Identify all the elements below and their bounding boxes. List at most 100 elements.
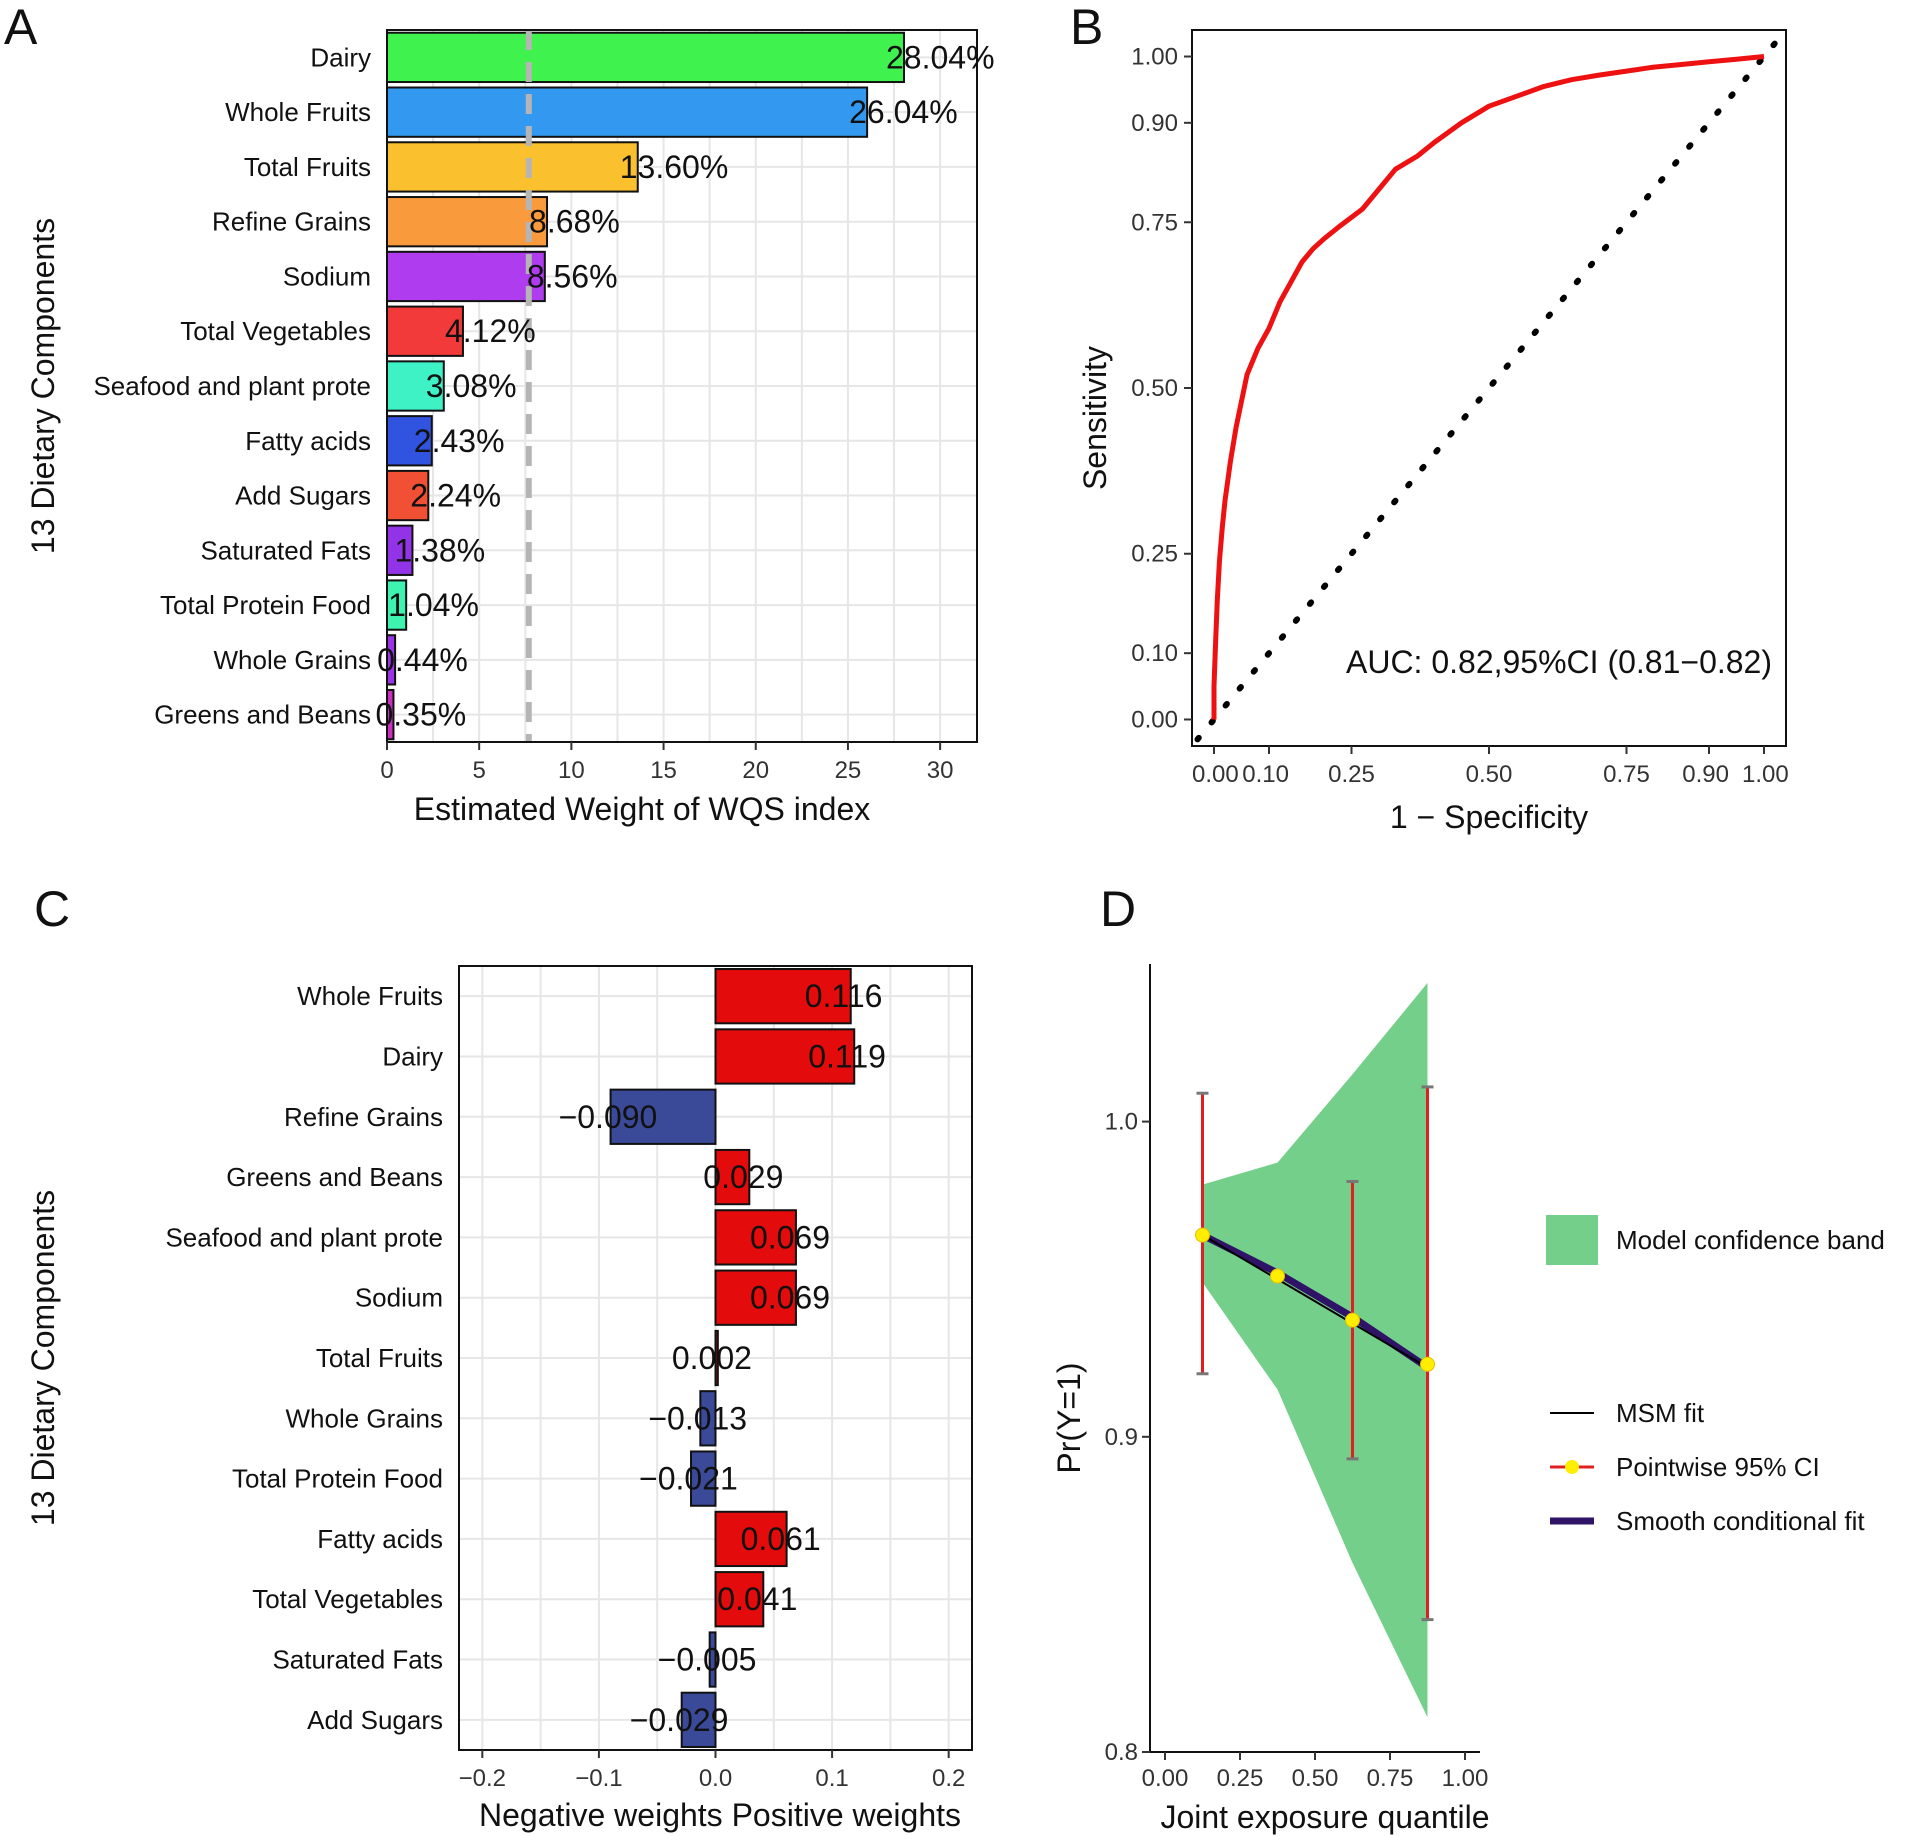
- data-label: −0.005: [658, 1642, 757, 1678]
- data-label: 0.116: [805, 978, 883, 1014]
- category-label: Total Protein Food: [232, 1464, 443, 1494]
- data-label: 4.12%: [445, 313, 536, 349]
- x-axis-title: Estimated Weight of WQS index: [414, 791, 870, 827]
- category-label: Total Vegetables: [252, 1584, 443, 1614]
- category-label: Sodium: [355, 1283, 443, 1313]
- category-label: Total Fruits: [316, 1343, 443, 1373]
- category-label: Fatty acids: [245, 426, 371, 456]
- y-axis-title: 13 Dietary Components: [25, 218, 61, 554]
- legend-label-ci: Pointwise 95% CI: [1616, 1452, 1820, 1482]
- bar: [386, 31, 905, 84]
- bar: [386, 524, 414, 576]
- point-estimate: [1420, 1356, 1435, 1372]
- y-tick-label: 0.50: [1131, 375, 1178, 402]
- data-label: 1.38%: [394, 532, 485, 568]
- smooth-fit-line: [1200, 1231, 1430, 1371]
- x-tick-label: 5: [473, 757, 486, 784]
- x-axis-title: 1 − Specificity: [1390, 799, 1588, 835]
- y-axis-title: Pr(Y=1): [1051, 1362, 1087, 1473]
- auc-annotation: AUC: 0.82,95%CI (0.81−0.82): [1346, 644, 1772, 680]
- y-tick-label: 0.25: [1131, 541, 1178, 568]
- panel-d-letter: D: [1100, 881, 1136, 937]
- confidence-band: [1202, 982, 1428, 1718]
- point-estimate: [1195, 1227, 1210, 1243]
- x-tick-label: 0.25: [1217, 1765, 1264, 1792]
- bar: [714, 1510, 788, 1568]
- legend-key-band: [1546, 1215, 1598, 1265]
- legend-label-band: Model confidence band: [1616, 1225, 1885, 1255]
- bar: [386, 250, 546, 303]
- bar: [714, 1028, 856, 1085]
- panel-c-letter: C: [34, 881, 70, 937]
- panel-b-letter: B: [1070, 0, 1103, 55]
- x-axis-title: Joint exposure quantile: [1160, 1799, 1489, 1835]
- bar: [690, 1450, 717, 1507]
- bar: [386, 305, 464, 357]
- category-label: Saturated Fats: [200, 535, 371, 565]
- bar: [386, 196, 549, 248]
- bar: [714, 1571, 765, 1628]
- data-label: 8.68%: [529, 204, 620, 240]
- category-label: Greens and Beans: [226, 1162, 443, 1192]
- bar: [714, 968, 852, 1025]
- data-label: 8.56%: [527, 258, 618, 294]
- bar: [386, 86, 869, 138]
- plot-frame: [386, 29, 978, 743]
- category-label: Seafood and plant prote: [93, 371, 371, 401]
- category-label: Whole Grains: [286, 1403, 444, 1433]
- panel-a: A 28.04% Dairy 26.04% Whole Fruits 13.60% Tot…: [4, 0, 995, 827]
- data-label: 0.061: [741, 1521, 821, 1557]
- category-label: Greens and Beans: [154, 700, 371, 730]
- x-tick-label: 0.25: [1328, 761, 1375, 788]
- data-label: 0.069: [750, 1219, 830, 1255]
- data-label: 0.029: [703, 1159, 783, 1195]
- x-tick-label: −0.1: [575, 1765, 622, 1792]
- bar: [708, 1631, 717, 1688]
- x-tick-label: 1.00: [1742, 761, 1789, 788]
- panel-b: B 0.000.100.250.500.750.901.000.00 0.10 0.…: [1070, 0, 1789, 835]
- legend-label-msm: MSM fit: [1616, 1398, 1705, 1428]
- x-tick-label: 0.10: [1242, 761, 1289, 788]
- y-tick-label: 0.10: [1131, 640, 1178, 667]
- category-label: Seafood and plant prote: [165, 1222, 443, 1252]
- data-label: −0.013: [648, 1400, 747, 1436]
- category-label: Whole Fruits: [297, 981, 443, 1011]
- data-label: −0.021: [639, 1461, 738, 1497]
- x-tick-label: 0.00: [1142, 1765, 1189, 1792]
- y-tick-label: 1.0: [1105, 1109, 1138, 1136]
- data-label: 0.041: [717, 1581, 797, 1617]
- x-tick-label: 15: [650, 757, 677, 784]
- category-label: Total Fruits: [244, 152, 371, 182]
- data-label: 26.04%: [849, 94, 958, 130]
- category-label: Refine Grains: [284, 1102, 443, 1132]
- category-label: Fatty acids: [317, 1524, 443, 1554]
- x-tick-label: 0.75: [1367, 1765, 1414, 1792]
- data-label: 2.24%: [410, 478, 501, 514]
- category-label: Add Sugars: [307, 1705, 443, 1735]
- bar: [714, 1329, 719, 1387]
- x-tick-label: 0.00: [1192, 761, 1239, 788]
- bar: [714, 1269, 797, 1326]
- data-label: 2.43%: [414, 423, 505, 459]
- x-axis-title: Negative weights Positive weights: [479, 1797, 961, 1833]
- x-tick-label: 0.50: [1292, 1765, 1339, 1792]
- category-label: Refine Grains: [212, 207, 371, 237]
- data-label: 0.069: [750, 1280, 830, 1316]
- x-tick-label: 1.00: [1442, 1765, 1489, 1792]
- x-tick-label: 30: [927, 757, 954, 784]
- category-label: Total Vegetables: [180, 316, 371, 346]
- x-tick-label: 0.50: [1466, 761, 1513, 788]
- category-label: Sodium: [283, 261, 371, 291]
- x-tick-label: 0.75: [1603, 761, 1650, 788]
- category-label: Dairy: [382, 1041, 443, 1071]
- data-label: 0.44%: [377, 642, 468, 678]
- data-label: 13.60%: [620, 149, 729, 185]
- x-tick-label: 0.90: [1682, 761, 1729, 788]
- y-tick-label: 0.00: [1131, 706, 1178, 733]
- category-label: Whole Grains: [214, 645, 372, 675]
- data-label: 3.08%: [426, 368, 517, 404]
- data-label: 0.35%: [375, 697, 466, 733]
- y-tick-label: 0.9: [1105, 1424, 1138, 1451]
